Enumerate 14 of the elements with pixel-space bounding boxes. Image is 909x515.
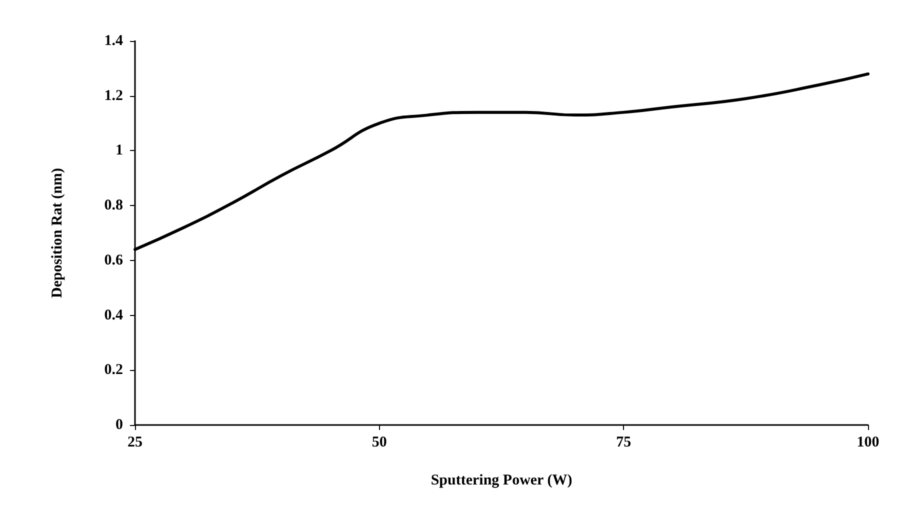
y-tick-label: 0.4 — [104, 307, 124, 324]
y-tick-label: 0.6 — [104, 252, 124, 268]
x-tick-label: 100 — [856, 434, 880, 450]
y-tick-label: 1 — [116, 142, 123, 159]
x-tick-label: 50 — [372, 434, 387, 450]
y-tick-label: 0.8 — [104, 198, 123, 214]
y-tick-label: 0 — [116, 417, 123, 433]
x-tick-label: 25 — [128, 434, 142, 450]
y-tick-label: 0.2 — [104, 362, 123, 378]
y-tick-label: 1.4 — [104, 33, 124, 49]
x-axis-title: Sputtering Power (W) — [430, 472, 572, 488]
y-tick-label: 1.2 — [104, 88, 123, 104]
y-axis-title: Deposition Rat (nm) — [50, 168, 66, 298]
x-tick-label: 75 — [616, 434, 632, 450]
